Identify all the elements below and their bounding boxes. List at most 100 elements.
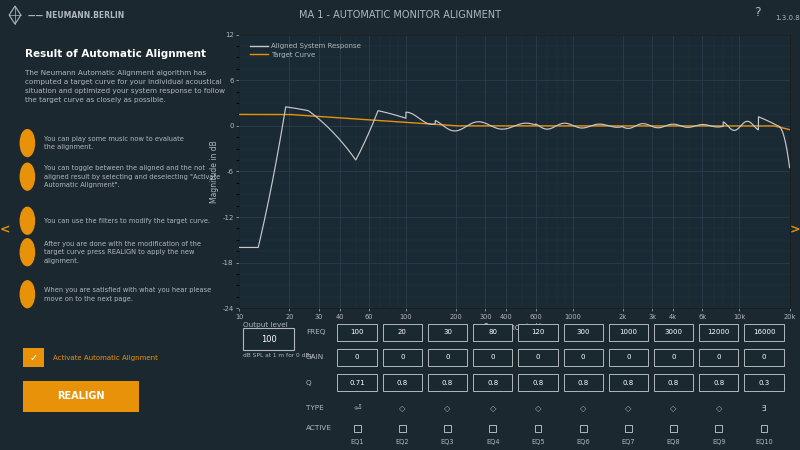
Bar: [654, 349, 694, 366]
Bar: [428, 349, 467, 366]
Text: 80: 80: [488, 329, 498, 335]
Text: 0: 0: [400, 354, 405, 360]
Circle shape: [20, 281, 34, 308]
Text: 0.8: 0.8: [578, 380, 589, 386]
Text: ?: ?: [754, 5, 760, 18]
Text: 0.8: 0.8: [442, 380, 453, 386]
Text: You can toggle between the aligned and the not
aligned result by selecting and d: You can toggle between the aligned and t…: [44, 165, 220, 189]
Bar: [534, 425, 542, 432]
Text: You can play some music now to evaluate
the alignment.: You can play some music now to evaluate …: [44, 136, 184, 150]
Text: Output level: Output level: [243, 323, 288, 328]
Bar: [761, 425, 767, 432]
Bar: [563, 374, 603, 391]
Bar: [428, 324, 467, 342]
Text: ◇: ◇: [444, 404, 451, 413]
Text: When you are satisfied with what you hear please
move on to the next page.: When you are satisfied with what you hea…: [44, 287, 211, 302]
Text: Activate Automatic Alignment: Activate Automatic Alignment: [53, 355, 158, 360]
Text: dB SPL at 1 m for 0 dBu: dB SPL at 1 m for 0 dBu: [243, 353, 314, 358]
Text: The Neumann Automatic Alignment algorithm has
computed a target curve for your i: The Neumann Automatic Alignment algorith…: [25, 70, 225, 103]
Text: EQ10: EQ10: [755, 439, 773, 445]
Bar: [699, 374, 738, 391]
Text: 0.8: 0.8: [668, 380, 679, 386]
Text: EQ4: EQ4: [486, 439, 499, 445]
Bar: [428, 374, 467, 391]
Circle shape: [20, 130, 34, 157]
Text: MA 1 - AUTOMATIC MONITOR ALIGNMENT: MA 1 - AUTOMATIC MONITOR ALIGNMENT: [299, 10, 501, 20]
X-axis label: Frequency in Hz: Frequency in Hz: [484, 323, 545, 332]
Bar: [473, 374, 513, 391]
Bar: [563, 324, 603, 342]
Bar: [609, 374, 648, 391]
Bar: [518, 349, 558, 366]
Text: 0.8: 0.8: [714, 380, 725, 386]
Text: 100: 100: [350, 329, 364, 335]
Circle shape: [20, 163, 34, 190]
Text: 20: 20: [398, 329, 406, 335]
Text: 1.3.0.854: 1.3.0.854: [775, 15, 800, 21]
Text: 3000: 3000: [665, 329, 682, 335]
Text: ACTIVE: ACTIVE: [306, 425, 332, 431]
Text: You can use the filters to modify the target curve.: You can use the filters to modify the ta…: [44, 218, 210, 224]
Text: 0: 0: [355, 354, 359, 360]
Text: >: >: [790, 223, 800, 236]
Text: EQ1: EQ1: [350, 439, 364, 445]
Bar: [580, 425, 586, 432]
Bar: [670, 425, 677, 432]
Text: 300: 300: [577, 329, 590, 335]
Bar: [490, 425, 496, 432]
Text: 0: 0: [671, 354, 676, 360]
Text: ✓: ✓: [30, 353, 38, 363]
Text: EQ5: EQ5: [531, 439, 545, 445]
Text: REALIGN: REALIGN: [57, 391, 105, 401]
Y-axis label: Magnitude in dB: Magnitude in dB: [210, 140, 219, 203]
Text: 0.71: 0.71: [350, 380, 365, 386]
Text: ◇: ◇: [490, 404, 496, 413]
Bar: [338, 349, 377, 366]
Text: ◇: ◇: [715, 404, 722, 413]
Text: TYPE: TYPE: [306, 405, 324, 411]
Text: 0.8: 0.8: [487, 380, 498, 386]
Text: 0.8: 0.8: [397, 380, 408, 386]
Text: 0: 0: [717, 354, 721, 360]
Bar: [382, 374, 422, 391]
Bar: [338, 324, 377, 342]
Bar: [744, 349, 784, 366]
Text: EQ3: EQ3: [441, 439, 454, 445]
Bar: [744, 374, 784, 391]
Bar: [473, 349, 513, 366]
Text: Q: Q: [306, 380, 312, 386]
Text: ⱻ: ⱻ: [762, 403, 766, 413]
Bar: [699, 324, 738, 342]
Text: ◇: ◇: [580, 404, 586, 413]
Text: ◇: ◇: [625, 404, 632, 413]
FancyBboxPatch shape: [23, 381, 138, 412]
Text: EQ6: EQ6: [576, 439, 590, 445]
Text: 1000: 1000: [619, 329, 638, 335]
Bar: [518, 374, 558, 391]
Bar: [625, 425, 632, 432]
Circle shape: [20, 239, 34, 266]
Bar: [473, 324, 513, 342]
Text: 12000: 12000: [708, 329, 730, 335]
Text: 0: 0: [490, 354, 495, 360]
Text: 0.3: 0.3: [758, 380, 770, 386]
Text: ◇: ◇: [534, 404, 542, 413]
Text: ◇: ◇: [670, 404, 677, 413]
Text: 0: 0: [446, 354, 450, 360]
Bar: [699, 349, 738, 366]
Bar: [338, 374, 377, 391]
Text: —— NEUMANN.BERLIN: —— NEUMANN.BERLIN: [28, 10, 124, 19]
Text: 100: 100: [261, 335, 277, 344]
Bar: [444, 425, 451, 432]
Bar: [654, 374, 694, 391]
Text: 16000: 16000: [753, 329, 775, 335]
Bar: [654, 324, 694, 342]
Text: 30: 30: [443, 329, 452, 335]
Text: <: <: [0, 223, 10, 236]
Text: ◇: ◇: [399, 404, 406, 413]
Bar: [609, 324, 648, 342]
Text: FREQ: FREQ: [306, 329, 326, 335]
Text: EQ2: EQ2: [395, 439, 409, 445]
Bar: [354, 425, 361, 432]
Bar: [518, 324, 558, 342]
